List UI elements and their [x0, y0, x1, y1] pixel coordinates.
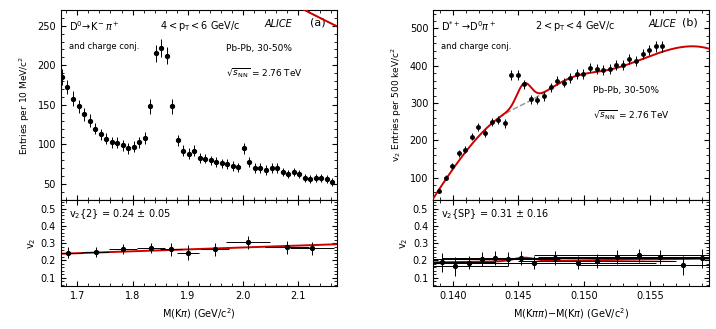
Text: (b): (b) [682, 17, 698, 27]
Text: 4$<$p$_{\rm T}<$6 GeV/c: 4$<$p$_{\rm T}<$6 GeV/c [160, 19, 241, 33]
X-axis label: M(K$\pi\pi$)$-$M(K$\pi$) (GeV/c$^{2}$): M(K$\pi\pi$)$-$M(K$\pi$) (GeV/c$^{2}$) [513, 307, 629, 321]
Y-axis label: v$_2$ Entries per 500 keV/c$^{2}$: v$_2$ Entries per 500 keV/c$^{2}$ [390, 47, 405, 162]
Text: (a): (a) [310, 17, 326, 27]
Text: ALICE: ALICE [648, 19, 676, 29]
Text: and charge conj.: and charge conj. [441, 42, 512, 51]
Text: ALICE: ALICE [265, 19, 293, 29]
Text: $\sqrt{s_{\rm NN}}$ = 2.76 TeV: $\sqrt{s_{\rm NN}}$ = 2.76 TeV [593, 109, 670, 121]
Text: 2$<$p$_{\rm T}<$4 GeV/c: 2$<$p$_{\rm T}<$4 GeV/c [535, 19, 616, 33]
Text: Pb-Pb, 30-50%: Pb-Pb, 30-50% [226, 44, 292, 53]
Text: Pb-Pb, 30-50%: Pb-Pb, 30-50% [593, 86, 659, 95]
Text: v$_2${2} = 0.24 $\pm$ 0.05: v$_2${2} = 0.24 $\pm$ 0.05 [69, 207, 171, 220]
Text: D$^0\!\to\!$K$^-\pi^+$: D$^0\!\to\!$K$^-\pi^+$ [69, 19, 120, 33]
Y-axis label: v$_2$: v$_2$ [26, 237, 38, 249]
Y-axis label: v$_2$: v$_2$ [398, 237, 410, 249]
Text: and charge conj.: and charge conj. [69, 42, 140, 51]
Text: v$_2${SP} = 0.31 $\pm$ 0.16: v$_2${SP} = 0.31 $\pm$ 0.16 [441, 207, 550, 220]
Text: D$^{*+}\!\to\!$D$^0\pi^+$: D$^{*+}\!\to\!$D$^0\pi^+$ [441, 19, 497, 33]
Text: $\sqrt{s_{\rm NN}}$ = 2.76 TeV: $\sqrt{s_{\rm NN}}$ = 2.76 TeV [226, 67, 303, 80]
X-axis label: M(K$\pi$) (GeV/c$^{2}$): M(K$\pi$) (GeV/c$^{2}$) [162, 307, 236, 321]
Y-axis label: Entries per 10 MeV/c$^{2}$: Entries per 10 MeV/c$^{2}$ [17, 55, 32, 155]
